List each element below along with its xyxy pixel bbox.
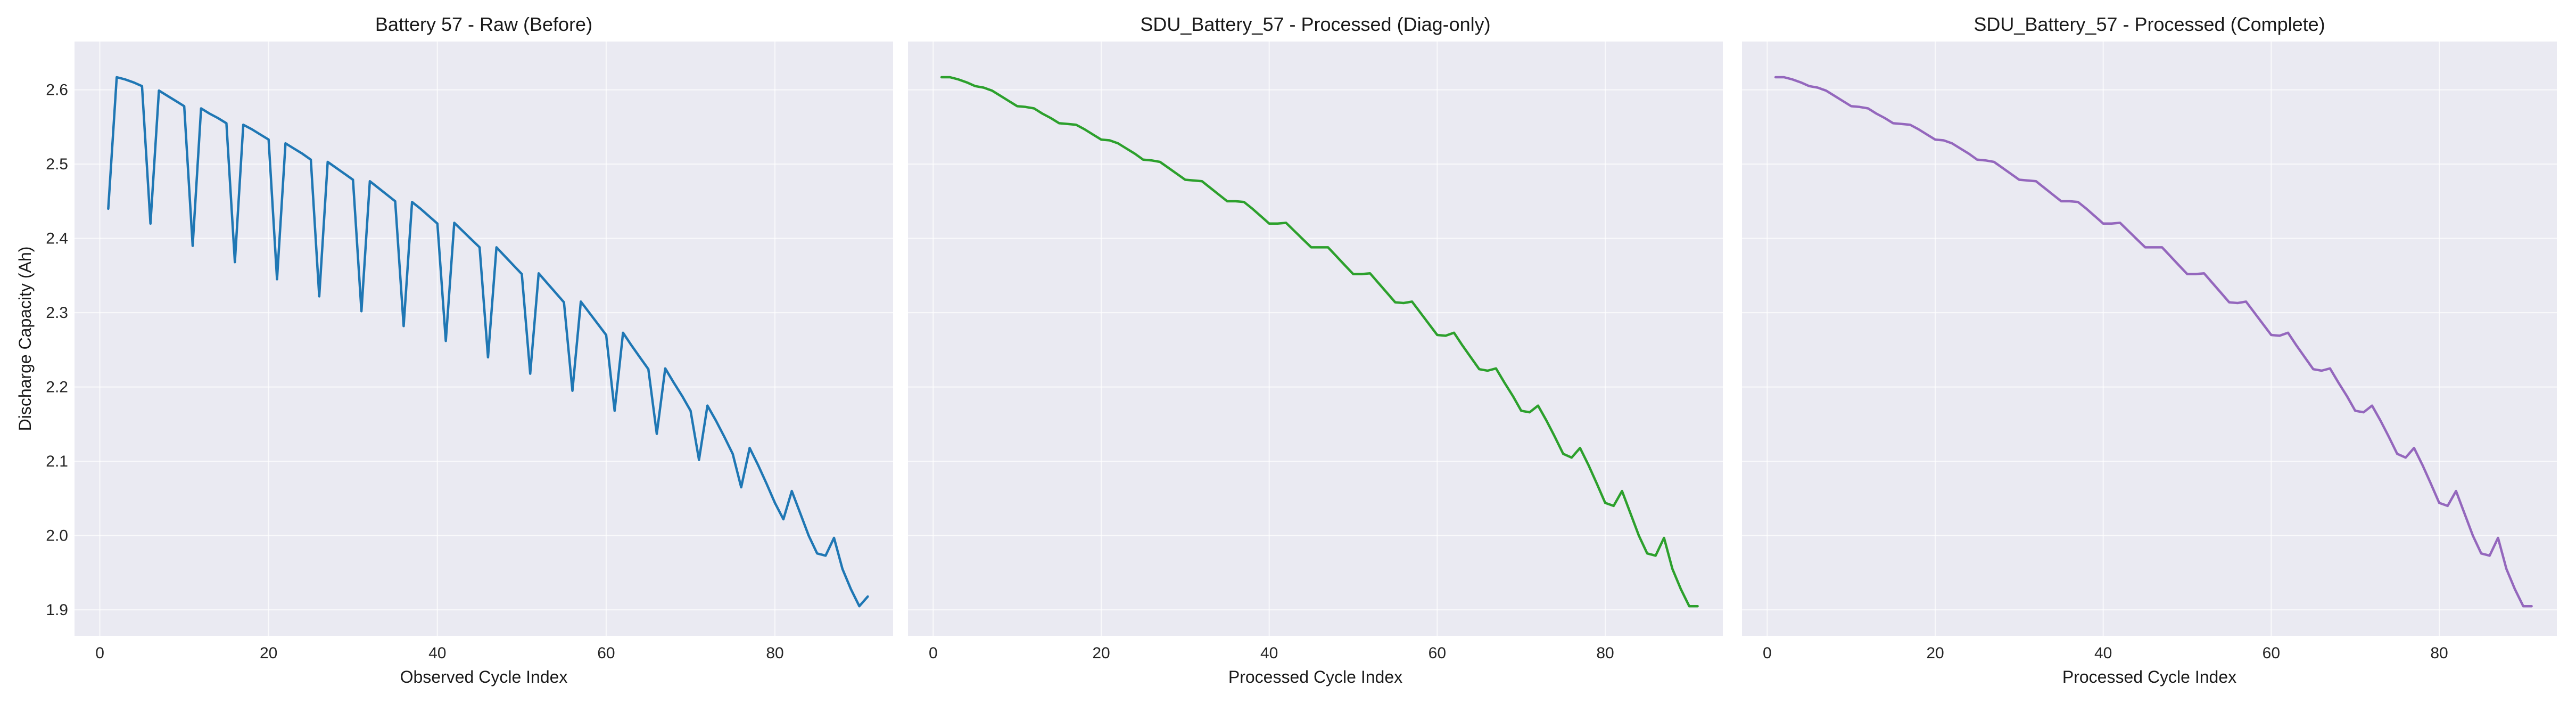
x-tick-label: 0 — [95, 644, 104, 662]
x-tick-label: 40 — [1260, 644, 1278, 662]
chart-title: SDU_Battery_57 - Processed (Diag-only) — [1140, 13, 1490, 35]
y-tick-label: 2.0 — [46, 527, 68, 545]
plot-area — [1742, 42, 2557, 636]
panel-diag-only: 0 20 40 60 80 SDU_Battery_57 - Processed (Di… — [908, 13, 1723, 686]
x-tick-labels: 0 20 40 60 80 — [929, 644, 1614, 662]
y-tick-label: 2.5 — [46, 156, 68, 173]
x-tick-label: 80 — [766, 644, 783, 662]
x-tick-label: 20 — [1926, 644, 1944, 662]
y-tick-label: 2.1 — [46, 453, 68, 470]
y-tick-label: 2.3 — [46, 304, 68, 322]
x-tick-label: 80 — [1596, 644, 1614, 662]
x-tick-label: 60 — [597, 644, 615, 662]
x-tick-label: 20 — [260, 644, 277, 662]
x-tick-label: 40 — [2094, 644, 2112, 662]
y-tick-labels: 1.9 2.0 2.1 2.2 2.3 2.4 2.5 2.6 — [46, 81, 68, 619]
plot-area — [75, 42, 893, 636]
gridlines — [1742, 42, 2557, 636]
x-axis-label: Observed Cycle Index — [400, 667, 568, 686]
x-tick-label: 20 — [1092, 644, 1110, 662]
series-line — [107, 76, 869, 608]
series-line — [1774, 76, 2533, 608]
x-tick-label: 80 — [2430, 644, 2448, 662]
x-tick-label: 60 — [1429, 644, 1446, 662]
panel-complete: 0 20 40 60 80 SDU_Battery_57 - Processed (Co… — [1742, 13, 2557, 686]
series-line — [940, 76, 1699, 608]
x-axis-label: Processed Cycle Index — [2062, 667, 2236, 686]
x-tick-labels: 0 20 40 60 80 — [95, 644, 783, 662]
plot-area — [908, 42, 1723, 636]
chart-title: SDU_Battery_57 - Processed (Complete) — [1974, 13, 2325, 35]
x-tick-label: 0 — [929, 644, 938, 662]
y-tick-label: 1.9 — [46, 601, 68, 619]
panel-raw: 1.9 2.0 2.1 2.2 2.3 2.4 2.5 2.6 0 20 40 60 80 Batte… — [15, 13, 893, 686]
x-axis-label: Processed Cycle Index — [1228, 667, 1402, 686]
y-axis-label: Discharge Capacity (Ah) — [15, 247, 35, 431]
chart-title: Battery 57 - Raw (Before) — [375, 13, 592, 35]
x-tick-labels: 0 20 40 60 80 — [1763, 644, 2448, 662]
gridlines — [908, 42, 1723, 636]
x-tick-label: 60 — [2263, 644, 2280, 662]
x-tick-label: 0 — [1763, 644, 1772, 662]
y-tick-label: 2.2 — [46, 379, 68, 396]
x-tick-label: 40 — [428, 644, 446, 662]
y-tick-label: 2.4 — [46, 230, 68, 248]
y-tick-label: 2.6 — [46, 81, 68, 99]
